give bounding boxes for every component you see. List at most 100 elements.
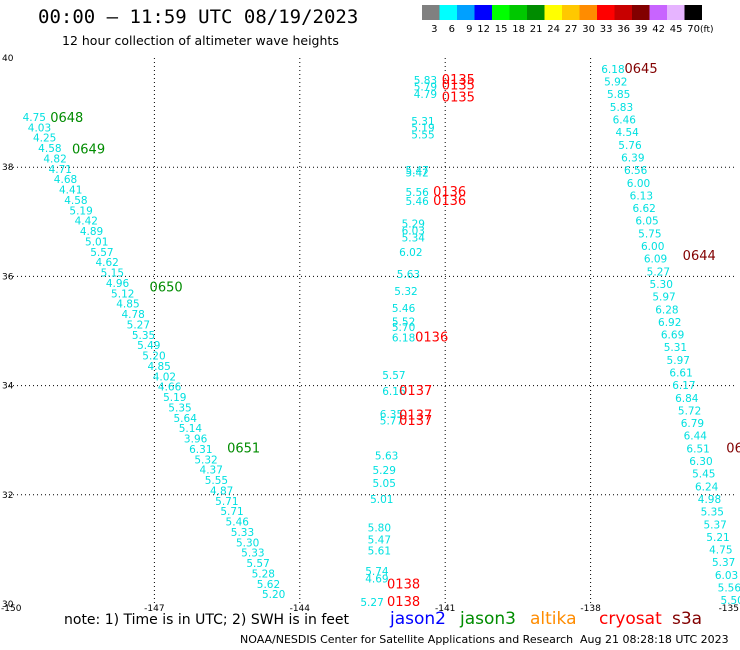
- wave-height-value: 5.27: [127, 319, 150, 331]
- wave-height-value: 5.27: [360, 597, 383, 609]
- wave-height-value: 4.82: [43, 153, 66, 165]
- wave-height-value: 5.20: [262, 589, 285, 601]
- wave-height-value: 5.12: [111, 288, 134, 300]
- wave-height-value: 5.55: [205, 475, 228, 487]
- wave-height-value: 5.74: [365, 566, 389, 578]
- legend-swatch: [509, 5, 527, 20]
- legend-swatch: [439, 5, 457, 20]
- wave-height-value: 6.79: [681, 418, 704, 430]
- wave-height-value: 5.55: [411, 129, 434, 141]
- legend-label: 42: [652, 24, 665, 35]
- satellite-jason2: jason2: [390, 609, 446, 629]
- wave-height-value: 5.63: [397, 269, 420, 281]
- wave-height-value: 5.19: [163, 392, 186, 404]
- wave-height-value: 6.02: [399, 247, 422, 259]
- lat-tick-label: 30: [2, 600, 14, 610]
- wave-height-value: 5.47: [368, 535, 391, 547]
- wave-height-value: 5.29: [402, 218, 425, 230]
- wave-height-value: 4.79: [414, 89, 437, 101]
- footer-credit: NOAA/NESDIS Center for Satellite Applica…: [240, 633, 574, 646]
- legend-swatch: [649, 5, 667, 20]
- color-legend: 3 6 9 12 15 18 21 24 27 30 33 36 39 42 45 70 (ft): [422, 5, 714, 35]
- lon-tick-label: -147: [144, 604, 164, 614]
- wave-height-value: 4.85: [116, 299, 139, 311]
- wave-height-value: 4.42: [75, 216, 98, 228]
- wave-height-value: 5.80: [368, 523, 391, 535]
- legend-label: 39: [635, 24, 648, 35]
- wave-height-value: 5.30: [650, 279, 673, 291]
- wave-height-value: 5.79: [414, 81, 437, 93]
- lat-tick-label: 40: [2, 54, 14, 64]
- legend-label: 18: [512, 24, 525, 35]
- page-subtitle: 12 hour collection of altimeter wave hei…: [62, 33, 339, 48]
- wave-height-value: 4.58: [38, 143, 61, 155]
- wave-height-value: 6.31: [189, 444, 212, 456]
- wave-height-value: 6.18: [601, 64, 624, 76]
- wave-height-value: 6.24: [695, 481, 719, 493]
- wave-height-value: 5.57: [382, 370, 405, 382]
- pass-time-label: 0650: [150, 280, 183, 295]
- pass-time-label: 0135: [442, 78, 475, 93]
- pass-time-label: 0643: [726, 441, 740, 456]
- wave-height-value: 4.41: [59, 185, 82, 197]
- legend-label: 3: [431, 24, 437, 35]
- wave-height-value: 5.85: [607, 89, 630, 101]
- wave-height-value: 6.18: [392, 333, 415, 345]
- pass-time-label: 0135: [442, 73, 475, 88]
- wave-height-value: 5.62: [257, 579, 280, 591]
- legend-swatch: [457, 5, 475, 20]
- wave-height-value: 6.28: [655, 304, 678, 316]
- wave-height-value: 5.75: [638, 228, 661, 240]
- legend-label: 24: [547, 24, 560, 35]
- wave-height-value: 5.35: [701, 507, 724, 519]
- wave-height-value: 4.78: [121, 309, 144, 321]
- pass-time-label: 0645: [625, 62, 658, 77]
- wave-height-value: 5.76: [618, 140, 642, 152]
- wave-height-value: 4.62: [95, 257, 118, 269]
- legend-swatch: [684, 5, 702, 20]
- wave-height-value: 5.92: [604, 77, 627, 89]
- wave-height-value: 6.05: [635, 216, 658, 228]
- lon-tick-label: -138: [580, 604, 601, 614]
- wave-height-value: 5.50: [720, 595, 740, 607]
- wave-height-value: 5.56: [405, 187, 429, 199]
- wave-height-value: 5.31: [664, 342, 687, 354]
- legend-label: 12: [477, 24, 490, 35]
- satellite-altika: altika: [530, 609, 577, 629]
- legend-swatch: [422, 5, 440, 20]
- wave-height-value: 5.15: [101, 268, 124, 280]
- wave-height-value: 5.37: [703, 519, 726, 531]
- legend-swatch: [492, 5, 510, 20]
- wave-height-value: 4.25: [33, 133, 56, 145]
- wave-height-value: 6.00: [641, 241, 664, 253]
- wave-height-value: 5.32: [194, 454, 217, 466]
- pass-time-label: 0135: [442, 90, 475, 105]
- wave-height-value: 5.83: [610, 102, 633, 114]
- legend-label: 36: [617, 24, 630, 35]
- lon-tick-label: -135: [719, 604, 739, 614]
- footnote: note: 1) Time is in UTC; 2) SWH is in fe…: [64, 612, 350, 628]
- wave-height-value: 5.70: [392, 322, 415, 334]
- pass-time-label: 0138: [387, 595, 420, 610]
- legend-swatch: [632, 5, 650, 20]
- wave-height-value: 6.35: [380, 409, 403, 421]
- wave-height-value: 5.28: [252, 568, 275, 580]
- wave-height-value: 5.01: [85, 236, 108, 248]
- wave-height-value: 5.29: [373, 465, 396, 477]
- lon-tick-label: -141: [435, 604, 455, 614]
- pass-time-label: 0136: [433, 185, 466, 200]
- wave-height-value: 5.52: [392, 317, 415, 329]
- wave-height-value: 5.27: [647, 266, 670, 278]
- wave-height-value: 4.69: [365, 573, 388, 585]
- wave-height-value: 5.83: [414, 75, 437, 87]
- wave-height-value: 6.09: [644, 254, 667, 266]
- wave-height-value: 5.19: [69, 205, 92, 217]
- pass-time-label: 0137: [399, 414, 432, 429]
- wave-height-value: 5.63: [375, 450, 398, 462]
- legend-label: 6: [449, 24, 455, 35]
- lat-tick-label: 36: [2, 272, 14, 282]
- wave-height-value: 5.42: [405, 168, 428, 180]
- legend-label: 45: [670, 24, 683, 35]
- wave-height-value: 5.30: [236, 537, 259, 549]
- wave-height-value: 3.96: [184, 434, 208, 446]
